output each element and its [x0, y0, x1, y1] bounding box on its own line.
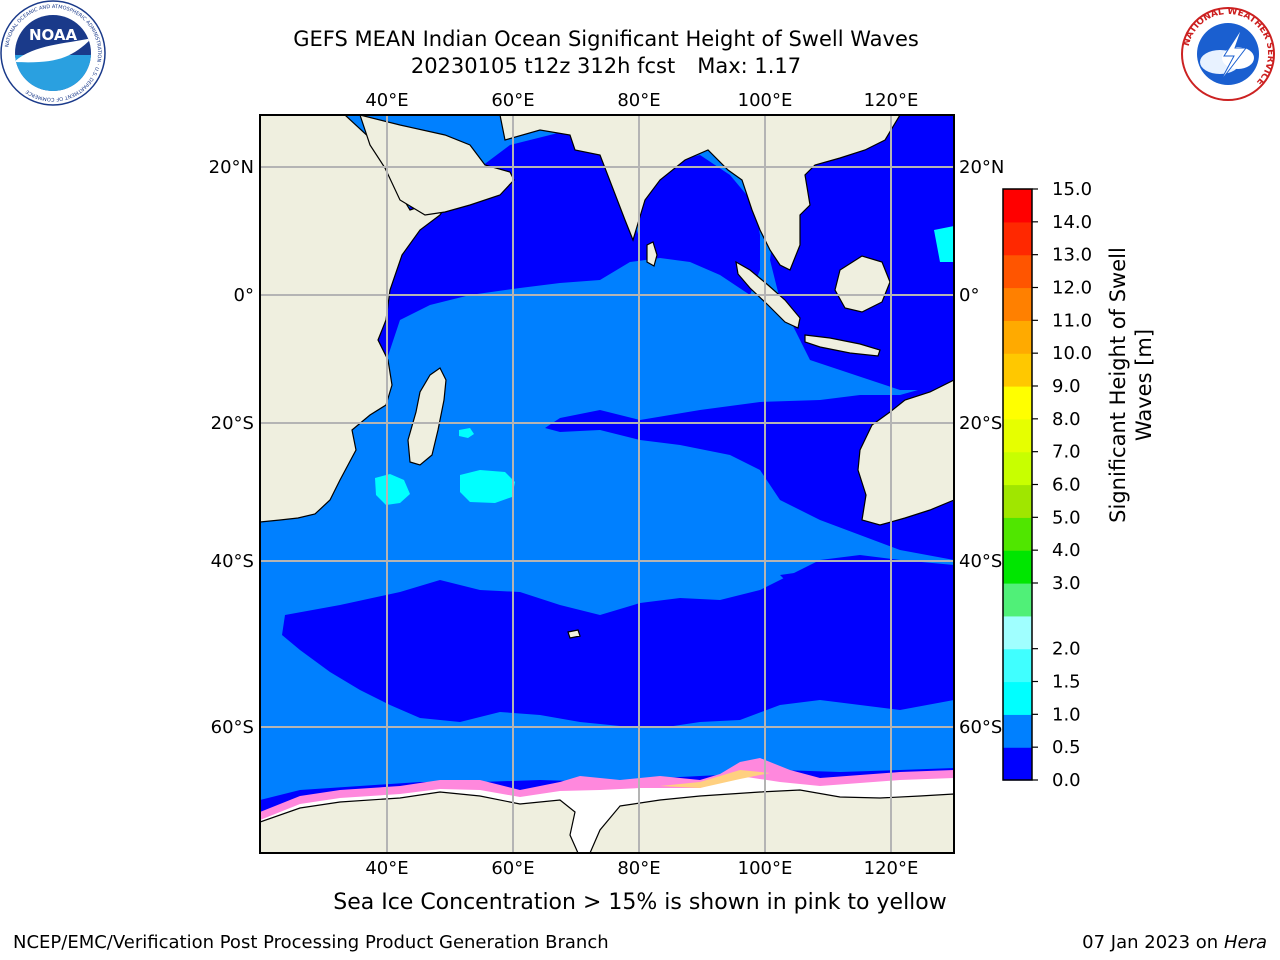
australia — [857, 379, 954, 526]
colorbar-segment — [1003, 189, 1032, 223]
max-value: Max: 1.17 — [697, 54, 802, 78]
cyan-patch-55e — [459, 428, 474, 438]
colorbar-segment — [1003, 681, 1032, 715]
left-tick-20s: 20°S — [211, 413, 254, 434]
maritime-continent-region — [770, 115, 954, 390]
colorbar-segment — [1003, 418, 1032, 453]
left-tick-60s: 60°S — [211, 717, 254, 738]
left-tick-20n: 20°N — [209, 157, 254, 178]
top-tick-100e: 100°E — [738, 90, 793, 111]
run-date-text: 07 Jan 2023 on — [1082, 932, 1224, 953]
colorbar-segment — [1003, 714, 1032, 748]
chart-title: GEFS MEAN Indian Ocean Significant Heigh… — [293, 27, 919, 51]
southern-ocean-east-patch — [780, 568, 900, 605]
asia-north — [450, 115, 901, 271]
noaa-logo-text: NOAA — [29, 26, 78, 44]
run-info: 20230105 t12z 312h fcst — [410, 54, 676, 78]
top-tick-120e: 120°E — [864, 90, 919, 111]
right-tick-60s: 60°S — [959, 717, 1002, 738]
bottom-tick-60e: 60°E — [491, 858, 534, 879]
colorbar-segment — [1003, 484, 1032, 518]
right-tick-20n: 20°N — [959, 157, 1004, 178]
sea-ice-note: Sea Ice Concentration > 15% is shown in … — [333, 890, 947, 915]
land-layer — [260, 115, 954, 853]
colorbar-label-line1: Significant Height of Swell — [1106, 247, 1130, 523]
colorbar-segment — [1003, 517, 1032, 551]
colorbar-tick-label: 11.0 — [1052, 310, 1092, 331]
colorbar-tick-label: 10.0 — [1052, 343, 1092, 364]
colorbar-frame — [1002, 188, 1033, 781]
colorbar: 0.0 0.5 1.0 1.5 2.0 3.0 4.0 5.0 6.0 7.0 8.0 9.0 10.0… — [1003, 179, 1092, 791]
arabian-peninsula — [359, 115, 515, 216]
madagascar — [407, 367, 447, 466]
colorbar-tick-label: 9.0 — [1052, 376, 1081, 397]
bottom-tick-80e: 80°E — [617, 858, 660, 879]
colorbar-segment — [1003, 648, 1032, 683]
colorbar-segment — [1003, 386, 1032, 420]
colorbar-tick-label: 0.5 — [1052, 737, 1081, 758]
sea-ice-yellow-fringe — [660, 770, 770, 788]
antarctica — [260, 789, 954, 853]
nws-logo: NATIONAL WEATHER SERVICE — [1181, 7, 1275, 101]
bottom-tick-120e: 120°E — [864, 858, 919, 879]
colorbar-tick-label: 3.0 — [1052, 573, 1081, 594]
left-tick-0: 0° — [234, 285, 254, 306]
colorbar-segment — [1003, 353, 1032, 387]
colorbar-tick-label: 13.0 — [1052, 245, 1092, 266]
colorbar-tick-label: 1.5 — [1052, 672, 1081, 693]
colorbar-label: Significant Height of Swell Waves [m] — [1105, 235, 1157, 535]
tick-labels: 40°E 60°E 80°E 100°E 120°E 40°E 60°E 80°… — [209, 90, 1005, 879]
colorbar-segment — [1003, 615, 1032, 650]
colorbar-tick-label: 5.0 — [1052, 507, 1081, 528]
colorbar-label-line2: Waves [m] — [1132, 328, 1156, 442]
colorbar-segment — [1003, 221, 1032, 256]
swell-band-mid — [375, 226, 954, 505]
map-frame — [259, 114, 955, 854]
sri-lanka — [646, 241, 658, 267]
colorbar-tick-label: 4.0 — [1052, 540, 1081, 561]
credit-line: NCEP/EMC/Verification Post Processing Pr… — [13, 932, 609, 953]
kerguelen — [567, 629, 581, 639]
host-name: Hera — [1223, 932, 1267, 953]
southern-ocean-belt — [282, 555, 954, 728]
colorbar-tick-label: 1.0 — [1052, 704, 1081, 725]
colorbar-tick-label: 0.0 — [1052, 770, 1081, 791]
right-tick-40s: 40°S — [959, 551, 1002, 572]
chart-subtitle: 20230105 t12z 312h fcst Max: 1.17 — [0, 54, 1212, 78]
cyan-patch-37e — [375, 474, 410, 505]
colorbar-segment — [1003, 451, 1032, 486]
colorbar-tick-label: 7.0 — [1052, 442, 1081, 463]
colorbar-tick-label: 6.0 — [1052, 475, 1081, 496]
colorbar-segment — [1003, 747, 1032, 781]
colorbar-tick-label: 15.0 — [1052, 179, 1092, 200]
run-date: 07 Jan 2023 on Hera — [1082, 932, 1267, 953]
right-tick-20s: 20°S — [959, 413, 1002, 434]
colorbar-segment — [1003, 287, 1032, 321]
colorbar-tick-label: 12.0 — [1052, 278, 1092, 299]
colorbar-tick-label: 14.0 — [1052, 212, 1092, 233]
colorbar-segment — [1003, 583, 1032, 617]
top-tick-80e: 80°E — [617, 90, 660, 111]
east-subtropical-region — [545, 380, 954, 560]
cyan-patch-58e — [460, 470, 515, 503]
left-tick-40s: 40°S — [211, 551, 254, 572]
right-tick-0: 0° — [959, 285, 979, 306]
gridlines — [260, 115, 954, 853]
colorbar-segment — [1003, 254, 1032, 289]
bottom-tick-40e: 40°E — [365, 858, 408, 879]
cyan-patch-125e — [934, 226, 954, 262]
colorbar-segment — [1003, 550, 1032, 584]
colorbar-segment — [1003, 320, 1032, 354]
top-tick-40e: 40°E — [365, 90, 408, 111]
java — [804, 334, 881, 357]
bottom-tick-100e: 100°E — [738, 858, 793, 879]
colorbar-tick-label: 2.0 — [1052, 639, 1081, 660]
colorbar-tick-label: 8.0 — [1052, 409, 1081, 430]
noaa-logo: NOAA NATIONAL OCEANIC AND ATMOSPHERIC AD… — [0, 0, 106, 106]
top-tick-60e: 60°E — [491, 90, 534, 111]
